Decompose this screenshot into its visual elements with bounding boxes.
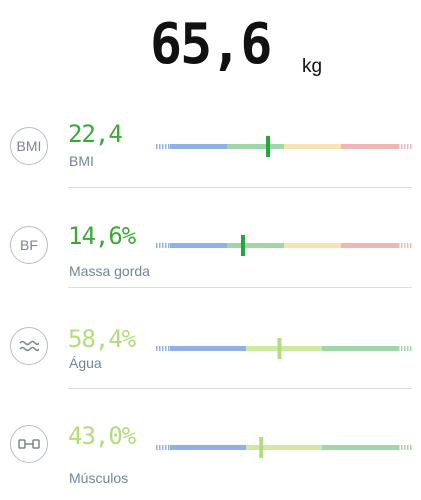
metric-row-agua[interactable]: 58,4% Água (0, 300, 421, 395)
scale-tick (156, 144, 158, 149)
scale-tick (168, 243, 170, 248)
scale-tick (401, 144, 403, 149)
metric-row-bmi[interactable]: BMI 22,4 BMI (0, 100, 421, 195)
scale-segment (341, 144, 398, 149)
scale-tick (398, 243, 400, 248)
scale-tick (410, 346, 412, 351)
scale-tick (398, 445, 400, 450)
agua-scale-bar (156, 338, 412, 359)
scale-tick (404, 445, 406, 450)
scale-tick (168, 346, 170, 351)
scale-tick (401, 346, 403, 351)
scale-tick (162, 144, 164, 149)
scale-segment (246, 445, 322, 450)
scale-tick (401, 243, 403, 248)
divider (68, 187, 412, 188)
agua-label: Água (69, 355, 102, 371)
scale-segment (170, 346, 246, 351)
bmi-icon-text: BMI (16, 138, 42, 154)
scale-tick (156, 243, 158, 248)
weight-display: 65,6 kg (0, 0, 421, 100)
scale-tick (407, 243, 409, 248)
scale-segment (341, 243, 398, 248)
scale-marker (259, 437, 264, 458)
muscle-dumbbell-icon (10, 425, 48, 463)
scale-marker (266, 136, 271, 157)
scale-segment (170, 243, 227, 248)
weight-unit: kg (302, 56, 323, 77)
scale-segment (322, 445, 398, 450)
bf-icon-text: BF (20, 237, 38, 253)
scale-tick (398, 346, 400, 351)
bf-label: Massa gorda (69, 263, 150, 279)
scale-tick (156, 445, 158, 450)
scale-tick (165, 346, 167, 351)
scale-tick (410, 243, 412, 248)
divider (68, 287, 412, 288)
scale-tick (407, 346, 409, 351)
metric-row-musculos[interactable]: 43,0% Músculos (0, 395, 421, 490)
bf-value: 14,6% (68, 222, 136, 250)
scale-marker (240, 235, 245, 256)
scale-segment (227, 144, 284, 149)
scale-segment (284, 144, 341, 149)
bf-icon: BF (10, 226, 48, 264)
scale-tick (410, 445, 412, 450)
water-waves-icon (10, 327, 48, 365)
scale-tick (168, 445, 170, 450)
musculos-value: 43,0% (68, 422, 136, 450)
metric-row-bf[interactable]: BF 14,6% Massa gorda (0, 195, 421, 290)
dumbbell-glyph (18, 439, 40, 449)
bmi-icon: BMI (10, 127, 48, 165)
scale-tick (159, 346, 161, 351)
agua-value: 58,4% (68, 325, 136, 353)
scale-tick (159, 445, 161, 450)
water-waves-glyph (19, 340, 39, 352)
musculos-label: Músculos (69, 470, 129, 486)
scale-tick (162, 445, 164, 450)
divider (68, 388, 412, 389)
scale-tick (407, 144, 409, 149)
scale-tick (407, 445, 409, 450)
scale-tick (162, 243, 164, 248)
scale-tick (165, 243, 167, 248)
scale-segment (227, 243, 284, 248)
scale-tick (165, 144, 167, 149)
scale-segment (246, 346, 322, 351)
scale-tick (398, 144, 400, 149)
scale-tick (168, 144, 170, 149)
scale-tick (404, 243, 406, 248)
scale-segment (170, 445, 246, 450)
scale-tick (404, 346, 406, 351)
scale-segment (170, 144, 227, 149)
scale-marker (277, 338, 282, 359)
scale-tick (159, 243, 161, 248)
weight-value: 65,6 (150, 12, 272, 77)
scale-tick (162, 346, 164, 351)
scale-tick (404, 144, 406, 149)
scale-tick (401, 445, 403, 450)
musculos-scale-bar (156, 437, 412, 458)
scale-tick (159, 144, 161, 149)
scale-segment (284, 243, 341, 248)
scale-tick (156, 346, 158, 351)
scale-tick (165, 445, 167, 450)
scale-tick (410, 144, 412, 149)
bmi-scale-bar (156, 136, 412, 157)
scale-segment (322, 346, 398, 351)
bf-scale-bar (156, 235, 412, 256)
bmi-label: BMI (69, 153, 94, 169)
bmi-value: 22,4 (68, 120, 123, 148)
